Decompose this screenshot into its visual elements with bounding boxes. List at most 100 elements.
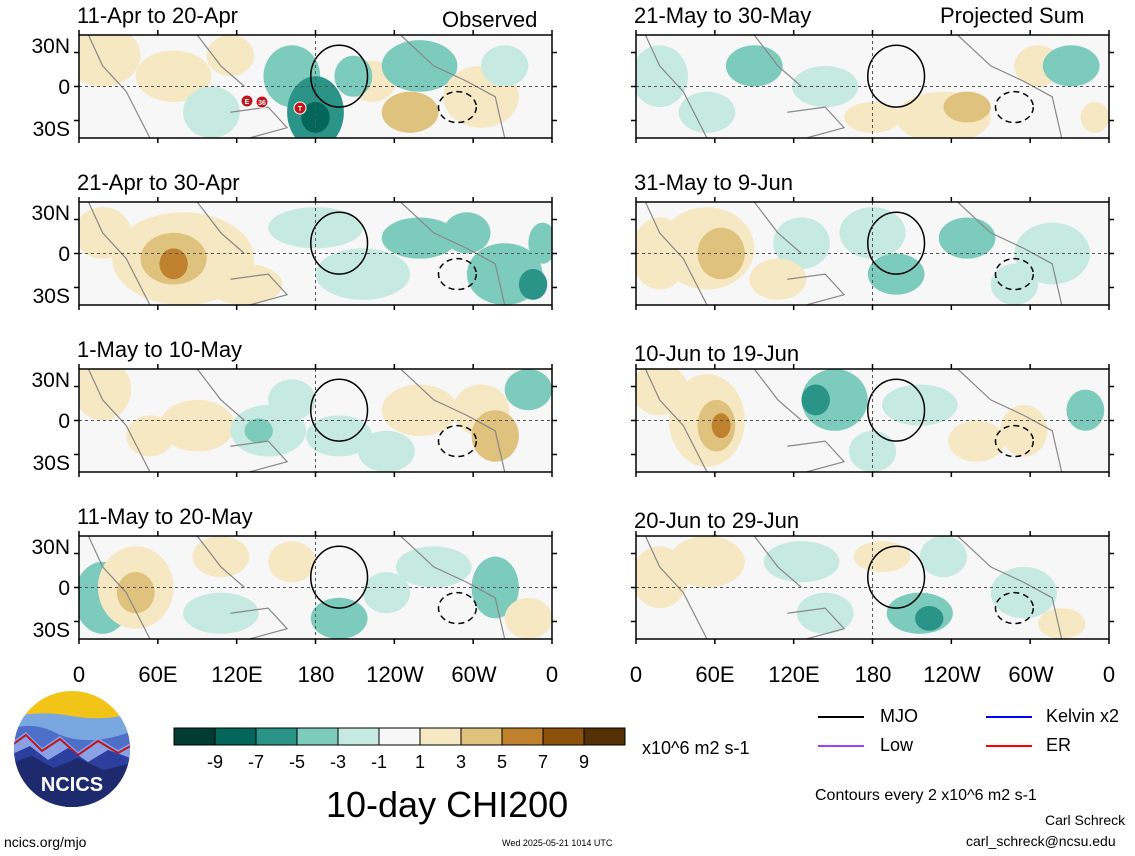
colorbar-tick: -1 (371, 752, 387, 772)
coastline-africa (644, 536, 708, 639)
x-tick: 60E (695, 662, 735, 687)
colorbar-swatch (583, 727, 626, 746)
panel-title-left-1: 11-Apr to 20-Apr (77, 3, 239, 28)
map-panels: E 36 T (74, 30, 1114, 644)
storm-marker-label: 36 (258, 100, 266, 107)
anomaly-region (1080, 101, 1109, 133)
mjo-contour (867, 545, 926, 609)
anomaly-region (206, 263, 283, 305)
anomaly-region (310, 597, 368, 639)
contour-note: Contours every 2 x10^6 m2 s-1 (815, 787, 1037, 804)
colorbar-tick: 9 (579, 752, 589, 772)
x-tick: 0 (72, 662, 86, 687)
anomaly-region (471, 410, 519, 462)
panel-title-right-1: 21-May to 30-May (634, 3, 812, 28)
mjo-contour-negative (437, 591, 478, 625)
colorbar-swatch (378, 727, 421, 746)
anomaly-region (853, 541, 911, 573)
anomaly-region (381, 40, 458, 92)
y-tick-30n: 30N (31, 35, 70, 58)
author: Carl Schreck (1045, 812, 1126, 828)
observed-header: Observed (442, 7, 538, 32)
y-tick-eq: 0 (58, 243, 70, 266)
colorbar-swatch (173, 727, 216, 746)
colorbar-swatch (214, 727, 257, 746)
mjo-contour (867, 378, 926, 442)
anomaly-region (881, 384, 958, 426)
coastline-australia (787, 607, 846, 639)
projected-header: Projected Sum (940, 3, 1085, 28)
coastline-americas (957, 202, 1063, 305)
anomaly-region (79, 369, 132, 421)
coastline-americas (957, 35, 1063, 138)
anomaly-region (943, 91, 991, 123)
anomaly-region (1000, 405, 1048, 457)
anomaly-region (183, 86, 240, 138)
anomaly-region (159, 399, 236, 452)
anomaly-region (315, 248, 411, 300)
y-tick-30s: 30S (32, 619, 70, 642)
anomaly-region (749, 258, 807, 300)
coastline-africa (87, 369, 151, 472)
anomaly-region (801, 369, 868, 431)
y-tick-eq: 0 (58, 410, 70, 433)
anomaly-region (990, 263, 1039, 305)
anomaly-region (381, 384, 458, 436)
y-tick-eq: 0 (58, 76, 70, 99)
anomaly-region (915, 606, 944, 631)
coastline-americas (400, 369, 506, 472)
anomaly-region (481, 45, 529, 87)
storm-marker: T (293, 101, 307, 115)
y-tick-30s: 30S (32, 285, 70, 308)
anomaly-region (919, 536, 968, 578)
x-tick: 180 (854, 662, 892, 687)
er-legend-label: ER (1046, 735, 1072, 755)
site-link[interactable]: ncics.org/mjo (4, 834, 87, 850)
coastline-americas (957, 369, 1063, 472)
map-panel-1 (74, 30, 557, 143)
x-tick: 60W (451, 662, 497, 687)
panel-title-left-2: 21-Apr to 30-Apr (77, 170, 240, 195)
mjo-contour-negative (994, 591, 1035, 625)
figure-title: 10-day CHI200 (326, 784, 569, 825)
anomaly-region (206, 35, 255, 77)
map-panel-7 (631, 364, 1114, 477)
author-email[interactable]: carl_schreck@ncsu.edu (966, 833, 1116, 849)
coastline-asia (196, 369, 245, 421)
colorbar-tick: -5 (289, 752, 305, 772)
coastline-africa (87, 35, 151, 138)
coastline-australia (230, 607, 289, 639)
panel-title-right-3: 10-Jun to 19-Jun (634, 341, 800, 366)
storm-marker-label: T (298, 106, 303, 113)
low-legend-label: Low (880, 735, 914, 755)
storm-marker: E (240, 94, 254, 108)
coastline-asia (753, 369, 802, 421)
anomaly-region (362, 572, 411, 614)
coastline-australia (787, 440, 846, 472)
logo-text: NCICS (41, 774, 103, 796)
panel-title-right-2: 31-May to 9-Jun (634, 170, 793, 195)
anomaly-region (1038, 608, 1086, 639)
mjo-contour (310, 211, 369, 275)
coastline-africa (644, 202, 708, 305)
colorbar-tick: -7 (248, 752, 264, 772)
anomaly-region (301, 101, 330, 133)
y-tick-30n: 30N (31, 536, 70, 559)
map-panel-4 (74, 531, 557, 644)
colorbar-tick: -9 (207, 752, 223, 772)
mjo-contour-negative (437, 257, 478, 291)
x-tick: 0 (545, 662, 559, 687)
anomaly-region (183, 592, 259, 634)
mjo-legend-label: MJO (880, 706, 918, 726)
colorbar-swatch (296, 727, 339, 746)
anomaly-region (636, 45, 689, 108)
anomaly-region (990, 566, 1057, 619)
x-tick: 0 (629, 662, 643, 687)
low-legend-line (818, 745, 864, 747)
kelvin-legend-label: Kelvin x2 (1046, 706, 1120, 726)
anomaly-region (678, 91, 736, 133)
x-tick: 60E (138, 662, 178, 687)
mjo-contour-negative (994, 424, 1035, 458)
anomaly-region (334, 55, 373, 97)
colorbar-swatch (337, 727, 380, 746)
